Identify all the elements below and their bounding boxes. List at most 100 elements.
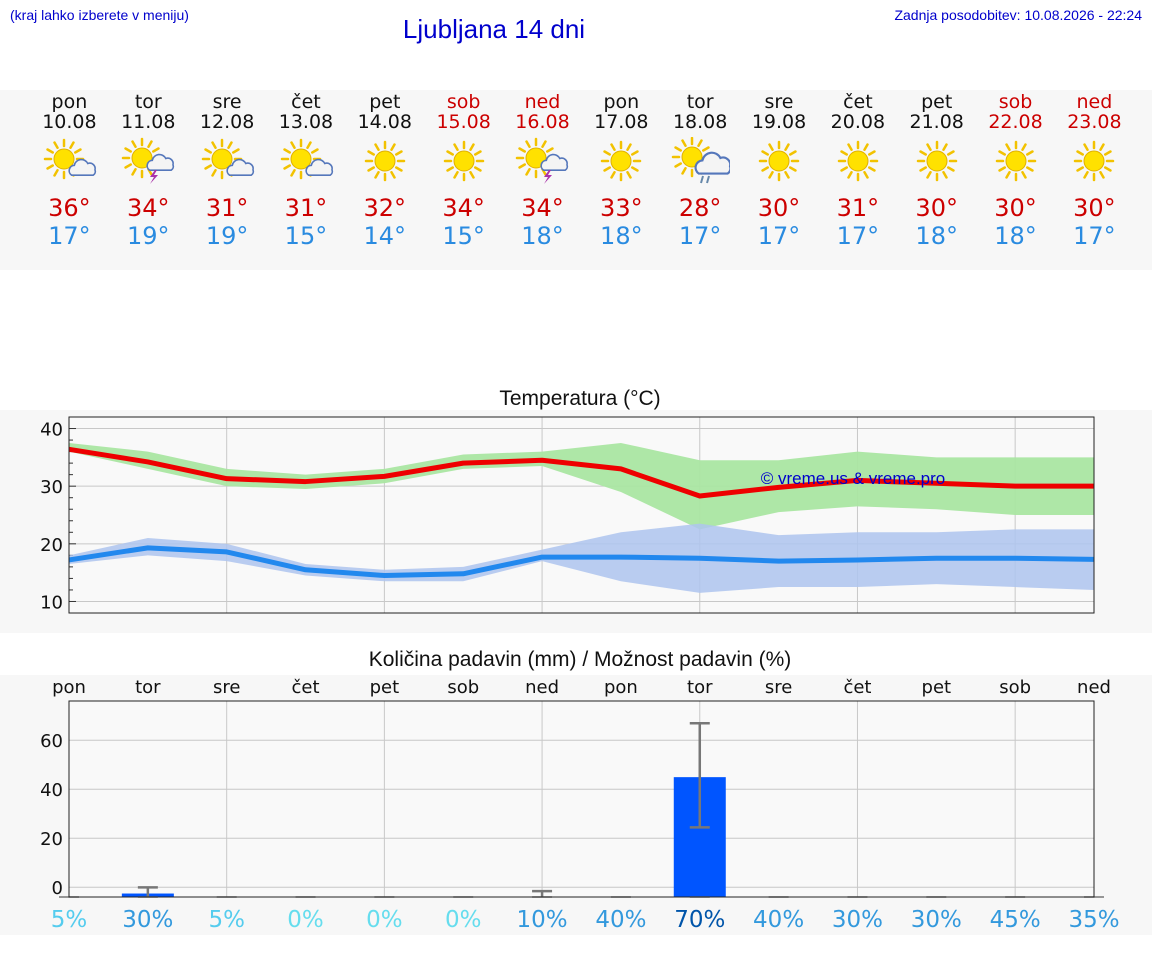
temperature-chart-title: Temperatura (°C) <box>499 387 661 410</box>
day-column: pon 17.08 33° 18° <box>582 92 661 262</box>
day-column: pet 21.08 30° 18° <box>897 92 976 262</box>
day-column: sob 22.08 30° 18° <box>976 92 1055 262</box>
min-temperature: 17° <box>678 222 722 250</box>
sun-cloud-icon <box>201 138 255 180</box>
day-date: 22.08 <box>988 111 1043 133</box>
day-date: 11.08 <box>121 111 176 133</box>
temperature-line <box>68 446 1094 499</box>
day-column: sre 19.08 30° 17° <box>740 92 819 262</box>
min-temperature: 18° <box>915 222 958 250</box>
min-temperature: 18° <box>994 222 1037 250</box>
x-tick-label: ned <box>1077 677 1111 698</box>
day-column: čet 13.08 31° 15° <box>267 92 346 262</box>
y-tick-label: 20 <box>40 829 63 850</box>
day-name: čet <box>291 91 321 113</box>
temperature-spread-band <box>69 442 1094 530</box>
precipitation-probability: 40% <box>753 907 804 933</box>
temperature-line <box>68 545 1095 579</box>
day-name: sob <box>998 91 1033 113</box>
day-name: pon <box>603 91 640 113</box>
sun-icon <box>1074 140 1115 182</box>
precipitation-probability: 30% <box>122 907 173 933</box>
daily-forecast-strip: pon 10.08 36° 17° tor 11.08 34° 19° sre 12.08 31° 1… <box>30 92 1134 262</box>
y-tick-label: 0 <box>52 878 63 899</box>
precipitation-chart-title: Količina padavin (mm) / Možnost padavin … <box>368 648 792 671</box>
sun-icon <box>758 140 800 182</box>
sun-thunderstorm-icon <box>122 137 175 184</box>
day-date: 20.08 <box>830 111 886 133</box>
day-date: 12.08 <box>199 111 255 133</box>
y-tick-label: 60 <box>40 731 63 752</box>
day-date: 19.08 <box>751 111 807 133</box>
sun-icon <box>443 140 484 182</box>
x-tick-label: ned <box>525 677 559 698</box>
day-name: tor <box>134 91 162 113</box>
sun-icon <box>601 140 642 182</box>
precipitation-probability: 40% <box>595 907 646 933</box>
precipitation-probability: 70% <box>674 907 725 933</box>
y-tick-label: 10 <box>40 592 63 613</box>
precipitation-probability: 45% <box>990 907 1041 933</box>
precipitation-probability: 35% <box>1068 907 1119 933</box>
min-temperature: 19° <box>205 222 249 250</box>
max-temperature: 28° <box>678 194 722 222</box>
max-temperature: 30° <box>915 194 958 222</box>
day-name: pet <box>369 91 401 113</box>
x-tick-label: sre <box>765 677 792 698</box>
day-name: sob <box>446 91 481 113</box>
precipitation-probability: 0% <box>445 907 482 933</box>
min-temperature: 19° <box>126 222 170 250</box>
max-temperature: 36° <box>48 194 91 222</box>
page-title: Ljubljana 14 dni <box>402 14 586 44</box>
sun-icon <box>837 140 879 182</box>
max-temperature: 34° <box>442 194 485 222</box>
precipitation-plot-frame <box>68 700 1095 898</box>
sun-icon <box>916 140 957 182</box>
day-column: pet 14.08 32° 14° <box>345 92 424 262</box>
precipitation-plot-area <box>69 701 1094 897</box>
y-tick-label: 40 <box>40 780 63 801</box>
max-temperature: 31° <box>284 194 328 222</box>
last-update-note: Zadnja posodobitev: 10.08.2026 - 22:24 <box>894 7 1142 23</box>
max-temperature: 30° <box>994 194 1037 222</box>
day-column: pon 10.08 36° 17° <box>30 92 109 262</box>
sun-cloud-icon <box>280 138 334 180</box>
precipitation-probability: 10% <box>517 907 568 933</box>
day-name: sre <box>764 91 794 113</box>
precipitation-probability: 0% <box>366 907 403 933</box>
day-name: pon <box>51 91 88 113</box>
location-menu-note[interactable]: (kraj lahko izberete v meniju) <box>10 7 189 23</box>
y-tick-label: 40 <box>40 420 63 441</box>
day-date: 13.08 <box>278 111 334 133</box>
day-date: 23.08 <box>1067 111 1122 133</box>
min-temperature: 17° <box>1073 222 1116 250</box>
day-date: 16.08 <box>515 111 570 133</box>
x-tick-label: čet <box>843 677 871 698</box>
sun-rain-icon <box>671 137 731 184</box>
day-column: tor 18.08 28° 17° <box>661 92 740 262</box>
max-temperature: 30° <box>757 194 801 222</box>
day-name: sre <box>212 91 242 113</box>
max-temperature: 34° <box>126 194 170 222</box>
day-column: čet 20.08 31° 17° <box>818 92 897 262</box>
sun-icon <box>364 140 406 182</box>
day-date: 21.08 <box>909 111 964 133</box>
x-tick-label: tor <box>135 677 161 698</box>
x-tick-label: pon <box>52 677 86 698</box>
x-tick-label: sob <box>447 677 479 698</box>
min-temperature: 18° <box>600 222 643 250</box>
temperature-plot-frame <box>68 416 1095 614</box>
day-date: 18.08 <box>672 111 728 133</box>
x-tick-label: tor <box>687 677 713 698</box>
max-temperature: 30° <box>1073 194 1116 222</box>
x-tick-label: sob <box>999 677 1031 698</box>
day-date: 17.08 <box>594 111 649 133</box>
max-temperature: 34° <box>521 194 564 222</box>
sun-icon <box>995 140 1036 182</box>
watermark: © vreme.us & vreme.pro <box>761 469 945 488</box>
day-name: čet <box>843 91 873 113</box>
max-temperature: 31° <box>836 194 880 222</box>
y-tick-label: 30 <box>40 477 63 498</box>
